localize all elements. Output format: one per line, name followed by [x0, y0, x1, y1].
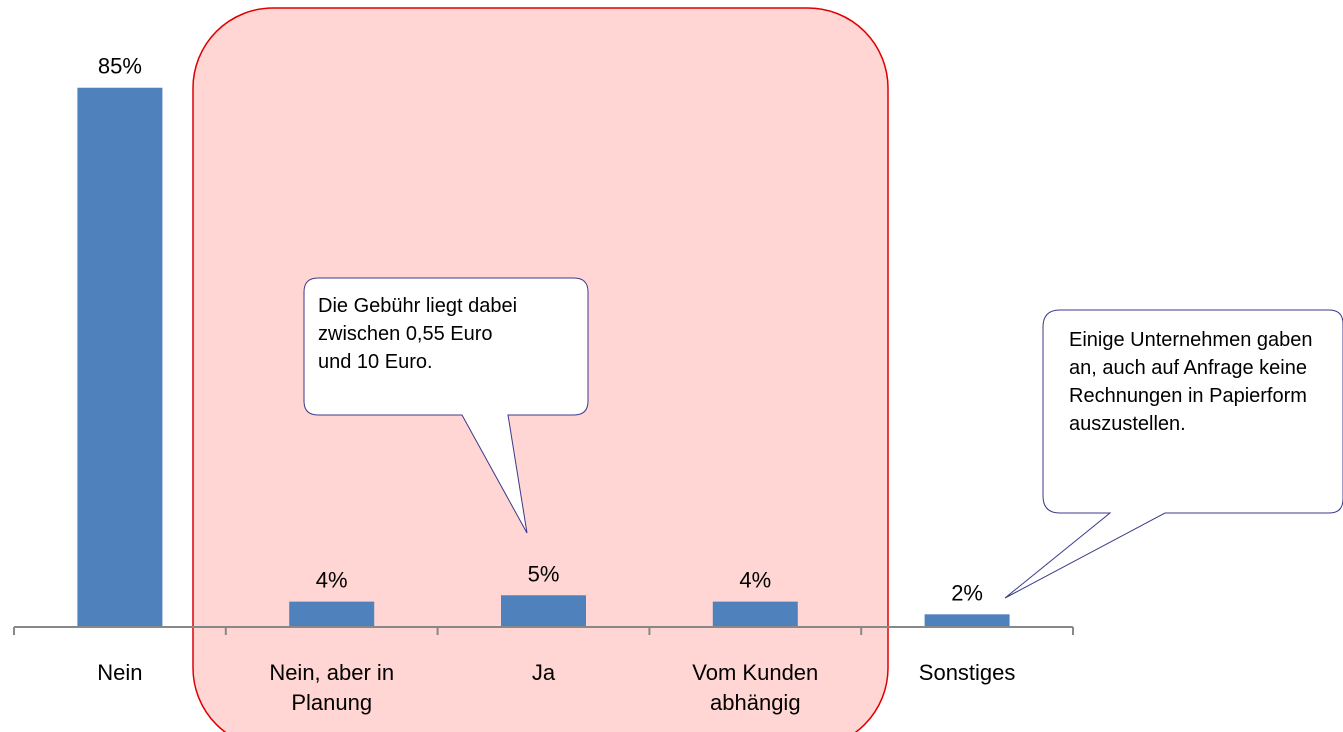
bar [501, 595, 586, 627]
x-tick-label: Ja [531, 660, 556, 685]
data-label: 4% [316, 568, 348, 593]
bar [924, 614, 1010, 627]
annotation: Die Gebühr liegt dabei zwischen 0,55 Eur… [318, 295, 518, 373]
callout-box [303, 277, 589, 534]
data-label: 4% [739, 568, 771, 593]
bar [77, 87, 163, 627]
bar [289, 601, 375, 627]
x-tick-label: Sonstiges [918, 660, 1016, 685]
data-label: 2% [951, 580, 983, 605]
callout-box [1004, 309, 1343, 599]
data-label: 5% [528, 561, 560, 586]
x-tick-label: Vom Kunden abhängig [692, 660, 819, 715]
annotation: Einige Unternehmen gaben an, auch auf An… [1069, 329, 1313, 435]
x-tick-label: Nein [97, 660, 143, 685]
bar [712, 601, 798, 627]
x-tick-label: Nein, aber in Planung [269, 660, 395, 715]
data-label: 85% [98, 54, 142, 79]
